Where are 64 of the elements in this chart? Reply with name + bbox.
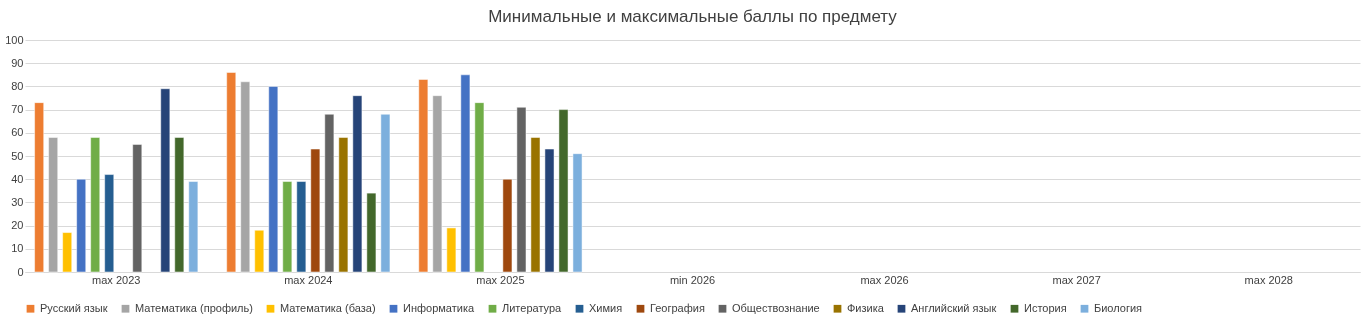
- legend-label: Физика: [847, 301, 885, 314]
- y-tick-label: 40: [11, 172, 24, 185]
- bar: [324, 113, 335, 273]
- x-tick-label: max 2028: [1244, 273, 1293, 286]
- bar: [174, 137, 185, 273]
- bar: [338, 137, 349, 273]
- bar: [558, 109, 569, 273]
- bar: [474, 102, 485, 273]
- y-tick-label: 70: [11, 103, 24, 116]
- y-tick-label: 10: [11, 242, 24, 255]
- legend-label: Химия: [589, 301, 623, 314]
- legend-label: Математика (профиль): [135, 301, 253, 314]
- bar: [132, 144, 143, 273]
- bar: [254, 229, 265, 273]
- legend-label: История: [1024, 301, 1067, 314]
- bar: [226, 72, 237, 273]
- y-tick-label: 90: [11, 56, 24, 69]
- bar: [310, 148, 321, 273]
- legend-label: География: [650, 301, 705, 314]
- bar: [530, 137, 541, 273]
- x-tick-label: max 2023: [92, 273, 141, 286]
- legend-label: Математика (база): [280, 301, 376, 314]
- x-tick-label: max 2025: [476, 273, 525, 286]
- bar: [460, 74, 471, 273]
- bar: [446, 227, 457, 273]
- bar: [76, 178, 87, 273]
- legend-label: Русский язык: [40, 301, 108, 314]
- bar: [90, 137, 101, 273]
- y-tick-label: 50: [11, 149, 24, 162]
- legend-label: Биология: [1094, 301, 1143, 314]
- chart-title: Минимальные и максимальные баллы по предмету: [488, 7, 898, 26]
- bar: [544, 148, 555, 273]
- bar: [160, 88, 171, 273]
- bar: [62, 232, 72, 273]
- bar: [268, 86, 279, 273]
- bar: [240, 81, 251, 273]
- y-tick-label: 60: [11, 126, 24, 139]
- y-tick-label: 0: [17, 265, 24, 278]
- bar: [502, 178, 513, 273]
- bar: [432, 95, 443, 273]
- y-tick-label: 20: [11, 219, 24, 232]
- bar: [572, 153, 583, 273]
- y-tick-label: 80: [11, 79, 24, 92]
- x-tick-label: max 2024: [284, 273, 333, 286]
- x-tick-label: max 2027: [1052, 273, 1101, 286]
- bar: [352, 95, 363, 273]
- bar: [366, 192, 377, 273]
- bar: [296, 181, 307, 273]
- x-tick-label: min 2026: [669, 273, 716, 286]
- y-tick-label: 30: [11, 195, 24, 208]
- x-tick-label: max 2026: [860, 273, 909, 286]
- bar: [516, 107, 527, 273]
- bar: [188, 181, 199, 273]
- bar: [418, 79, 429, 273]
- legend-label: Английский язык: [911, 301, 997, 314]
- bar: [380, 113, 391, 273]
- bar: [34, 102, 44, 273]
- y-tick-label: 100: [5, 33, 24, 46]
- bar: [48, 137, 58, 273]
- legend-label: Информатика: [403, 301, 475, 314]
- legend-label: Литература: [502, 301, 563, 314]
- legend-label: Обществознание: [732, 301, 820, 314]
- bar: [282, 181, 293, 273]
- bar: [104, 174, 115, 273]
